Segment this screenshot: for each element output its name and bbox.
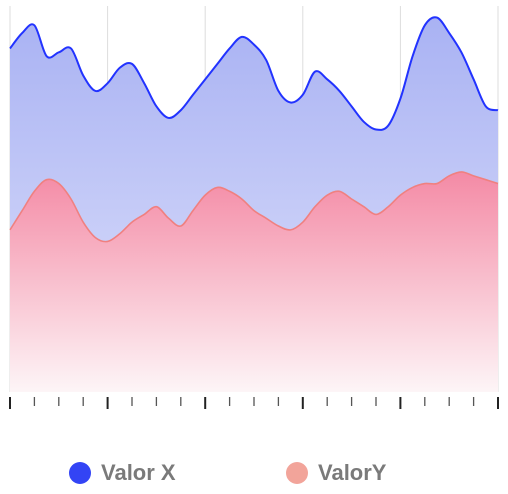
legend: Valor X ValorY [0,452,508,492]
x-axis [10,397,498,409]
legend-item-valor-x[interactable]: Valor X [69,460,176,486]
legend-item-valor-y[interactable]: ValorY [286,460,386,486]
legend-marker-valor-y [286,462,308,484]
legend-label-valor-y: ValorY [318,460,386,486]
legend-marker-valor-x [69,462,91,484]
series-areas [10,17,498,392]
legend-label-valor-x: Valor X [101,460,176,486]
